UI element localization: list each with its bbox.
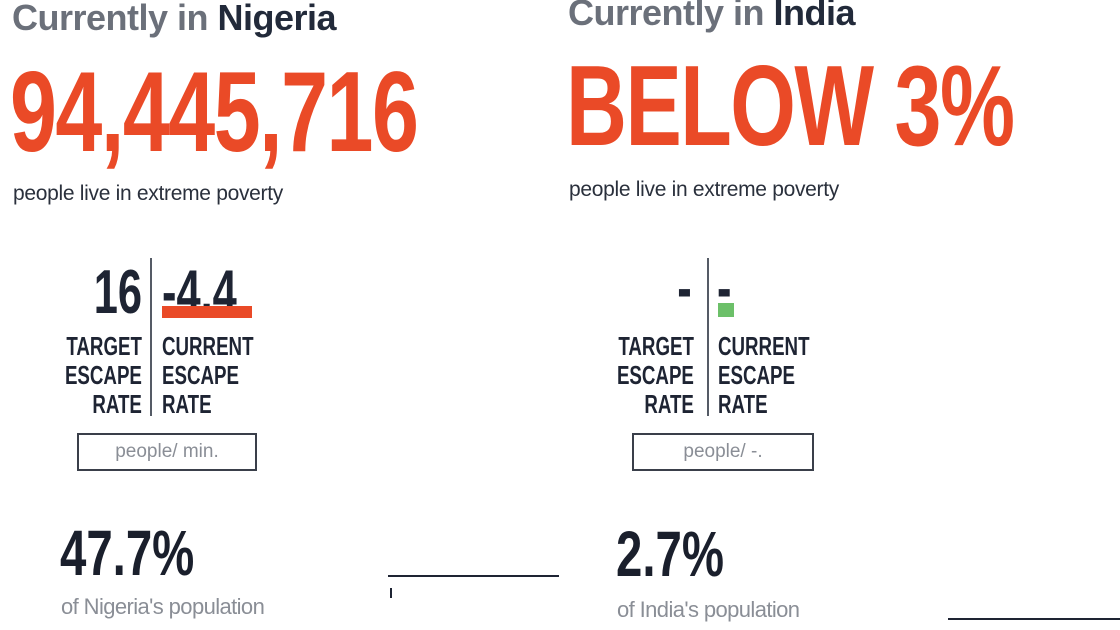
country-name: India [773,0,856,33]
target-escape-rate-value: - [677,254,692,323]
rate-unit-box: people/ min. [77,433,257,471]
current-rate-indicator-bar [718,303,734,317]
population-percent: 47.7% [60,517,195,589]
rate-divider [707,258,709,416]
nigeria-panel: Currently in Nigeria 94,445,716 people l… [0,0,540,630]
target-escape-rate-value: 16 [93,258,142,327]
population-percent-caption: of Nigeria's population [61,594,265,619]
india-panel: Currently in India BELOW 3% people live … [556,0,1096,630]
extreme-poverty-count: 94,445,716 [10,49,419,176]
rate-divider [150,258,152,416]
rate-unit-box: people/ -. [632,433,814,471]
population-percent: 2.7% [616,518,724,590]
horizontal-rule [388,575,559,577]
escape-rate-block: 16 -4.4 TARGET ESCAPE RATE CURRENT ESCAP… [0,258,260,419]
escape-rate-block: - - TARGET ESCAPE RATE CURRENT ESCAPE RA… [556,254,816,419]
current-escape-rate-label: CURRENT ESCAPE RATE [162,331,254,419]
india-heading: Currently in India [568,0,856,33]
target-escape-rate-label: TARGET ESCAPE RATE [65,331,142,419]
nigeria-heading: Currently in Nigeria [12,0,337,38]
current-escape-rate-label: CURRENT ESCAPE RATE [718,331,810,419]
horizontal-rule [948,618,1120,620]
heading-prefix: Currently in [568,0,774,33]
poverty-subtitle: people live in extreme poverty [569,178,839,201]
population-percent-caption: of India's population [617,597,800,622]
current-rate-indicator-bar [162,306,252,318]
target-escape-rate-label: TARGET ESCAPE RATE [617,331,694,419]
tick-mark [390,588,392,598]
poverty-subtitle: people live in extreme poverty [13,182,283,205]
country-name: Nigeria [217,0,337,38]
heading-prefix: Currently in [12,0,218,38]
extreme-poverty-share: BELOW 3% [566,43,1015,170]
